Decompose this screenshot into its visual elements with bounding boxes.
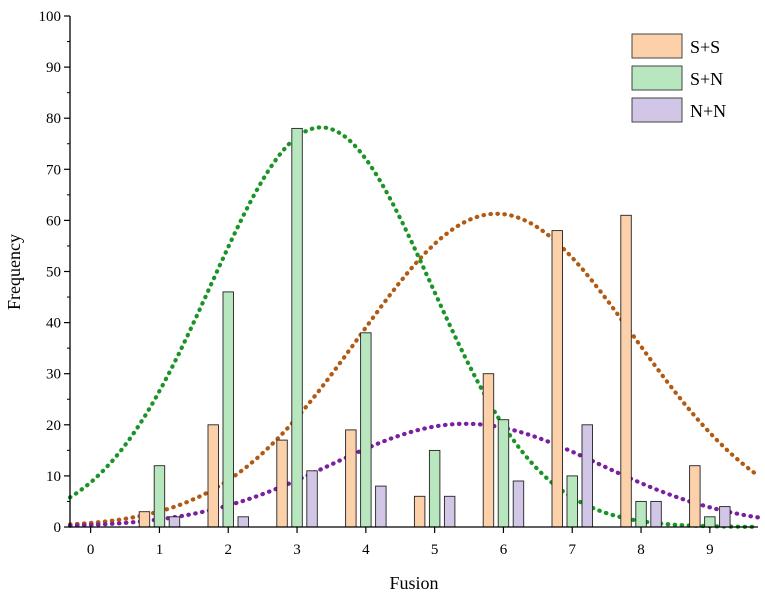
x-tick-label-2: 2	[224, 542, 232, 558]
y-tick-label-0: 0	[54, 520, 62, 536]
x-tick-label-5: 5	[431, 542, 439, 558]
bar-s-n-5	[428, 449, 441, 528]
axes: 0 10 20 30 40 50 60 70 80 90 100 0 1 2 3 4 5 6 7 8 9	[39, 9, 758, 558]
bar-s-n-3	[291, 127, 303, 528]
bars	[138, 127, 731, 528]
bar-s-n-7	[566, 475, 578, 528]
bar-s-n-6	[497, 419, 510, 528]
fit-curve-s-n	[67, 125, 761, 529]
bar-n-n-1	[168, 516, 181, 528]
fit-curve-n-n	[67, 421, 761, 528]
y-tick-label-20: 20	[46, 418, 61, 434]
bar-s-s-5	[413, 495, 426, 528]
legend-label-n-n: N+N	[690, 101, 726, 121]
y-tick-label-90: 90	[46, 60, 61, 76]
legend-label-s-s: S+S	[690, 37, 720, 57]
legend-swatch-n-n	[631, 97, 683, 123]
y-tick-label-100: 100	[39, 9, 62, 25]
y-axis-title: Frequency	[4, 234, 24, 310]
y-tick-label-40: 40	[46, 316, 61, 332]
legend-swatch-s-n	[631, 65, 683, 91]
x-axis-title: Fusion	[389, 573, 438, 593]
legend-label-s-n: S+N	[690, 69, 723, 89]
x-tick-label-7: 7	[568, 542, 576, 558]
x-tick-label-6: 6	[500, 542, 508, 558]
bar-n-n-5	[443, 495, 456, 528]
legend-swatch-s-s	[631, 33, 683, 59]
bar-s-n-9	[704, 516, 716, 528]
y-tick-label-10: 10	[46, 469, 61, 485]
legend: S+S S+N N+N	[631, 33, 726, 123]
y-tick-label-30: 30	[46, 367, 61, 383]
y-tick-label-50: 50	[46, 265, 61, 281]
bar-s-n-1	[153, 465, 166, 528]
bar-s-s-3	[276, 439, 288, 528]
bar-s-s-2	[207, 424, 219, 528]
bar-n-n-2	[237, 516, 249, 528]
x-tick-label-8: 8	[637, 542, 645, 558]
fit-curves	[67, 125, 761, 529]
bar-s-s-8	[620, 214, 632, 528]
bar-s-s-4	[345, 429, 357, 528]
bar-n-n-7	[581, 424, 593, 528]
x-tick-label-3: 3	[293, 542, 301, 558]
bar-n-n-8	[650, 500, 662, 528]
bar-s-n-2	[222, 291, 234, 528]
bar-s-s-1	[138, 511, 151, 528]
bar-s-n-8	[635, 500, 647, 528]
bar-s-s-7	[551, 230, 563, 528]
bar-s-n-4	[360, 332, 372, 528]
x-tick-label-1: 1	[156, 542, 164, 558]
fit-curve-s-s	[67, 211, 761, 527]
y-tick-label-70: 70	[46, 162, 61, 178]
x-tick-label-9: 9	[706, 542, 714, 558]
bar-s-s-9	[689, 465, 701, 528]
y-tick-label-80: 80	[46, 111, 61, 127]
x-tick-label-0: 0	[87, 542, 95, 558]
bar-n-n-4	[375, 485, 387, 528]
bar-n-n-3	[306, 470, 318, 528]
x-tick-label-4: 4	[362, 542, 370, 558]
y-tick-label-60: 60	[46, 213, 61, 229]
bar-s-s-6	[482, 373, 495, 528]
bar-n-n-9	[719, 506, 731, 528]
bar-n-n-6	[512, 480, 525, 528]
